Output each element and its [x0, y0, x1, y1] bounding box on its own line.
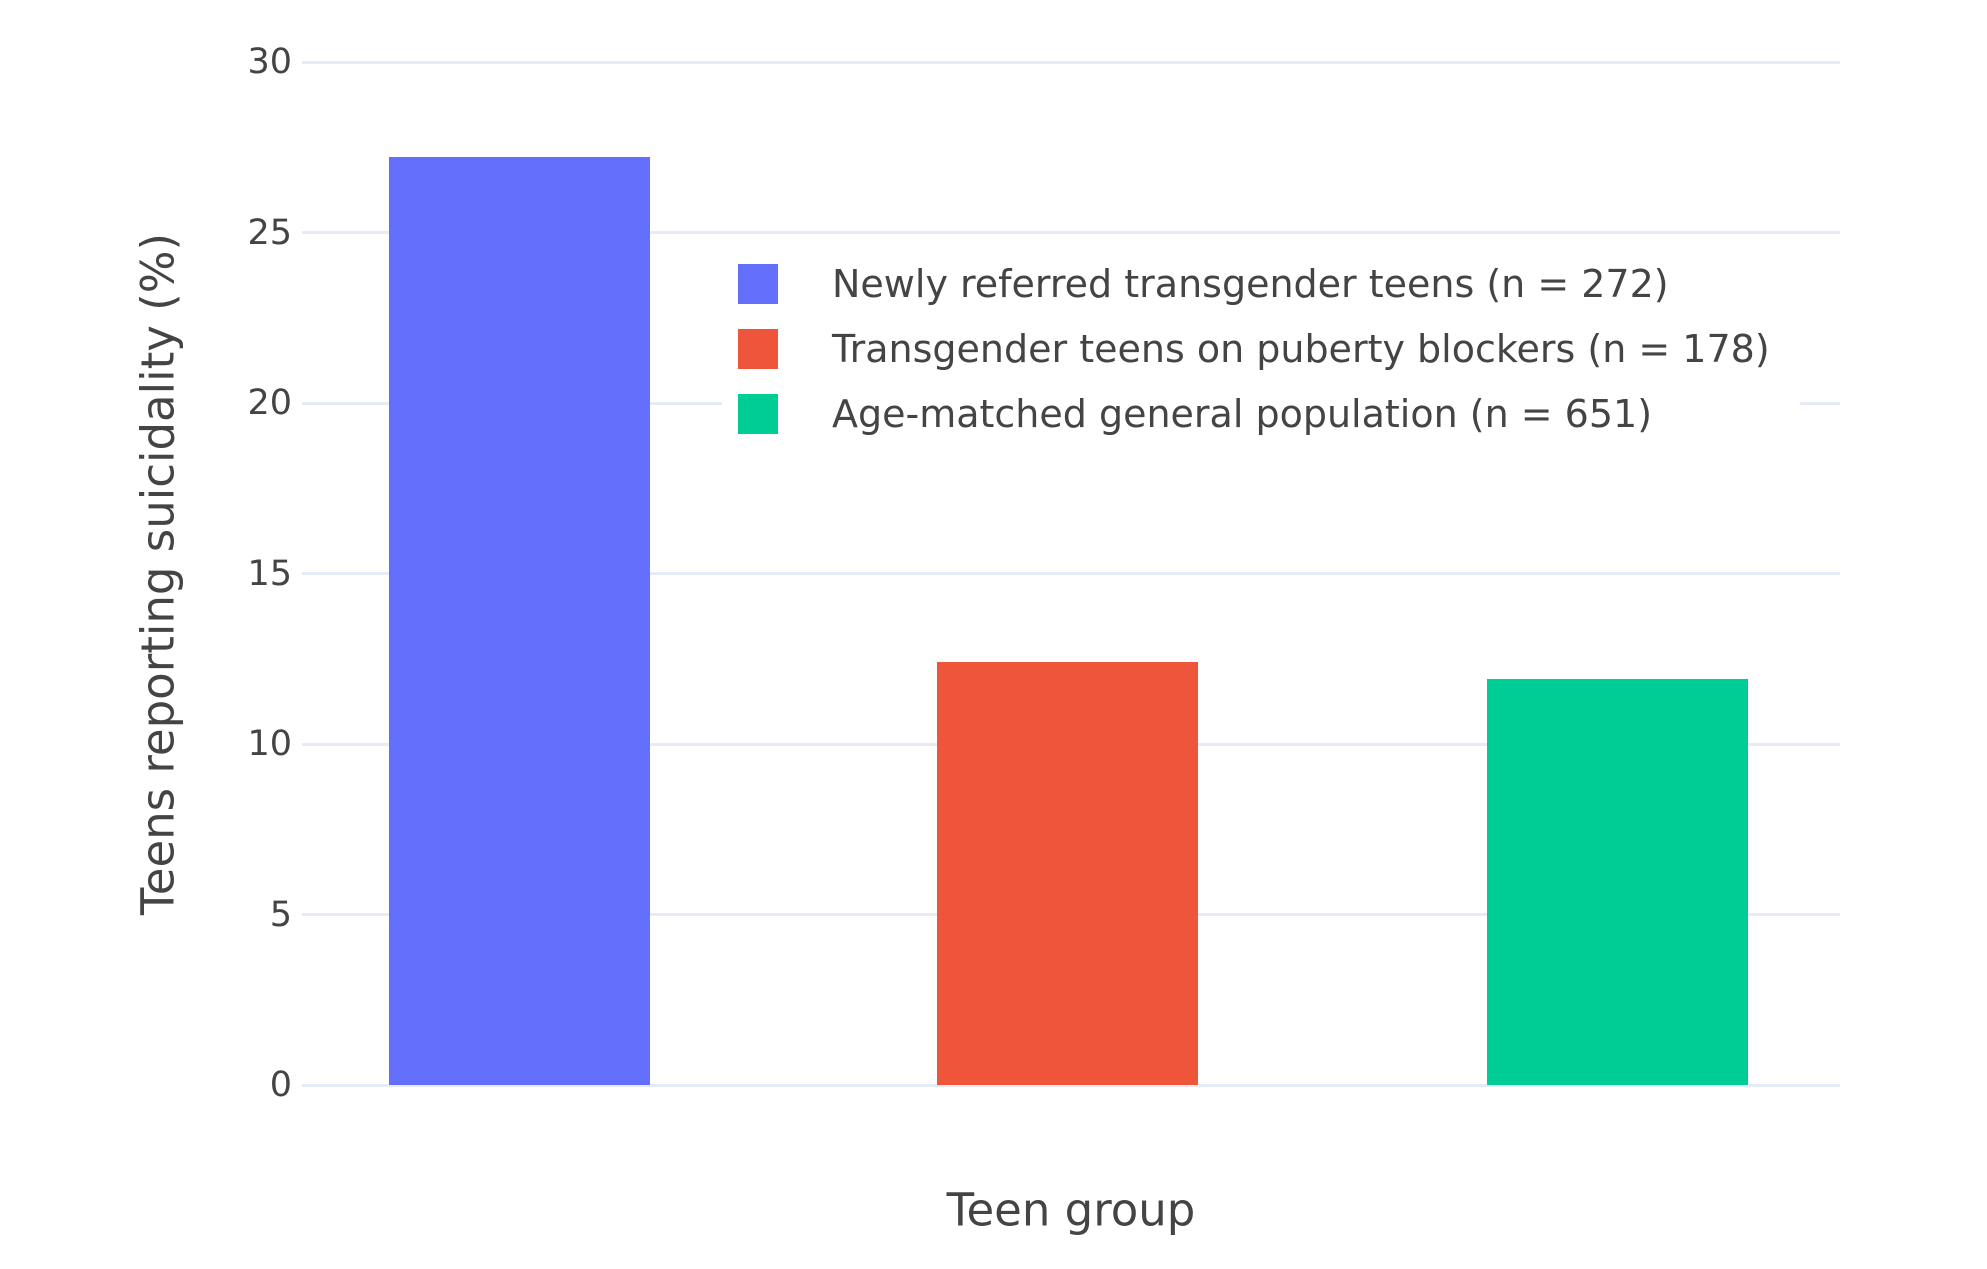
plot-area — [302, 60, 1840, 1087]
bar-3 — [1487, 679, 1748, 1085]
legend-item-1[interactable]: Newly referred transgender teens (n = 27… — [738, 251, 1770, 316]
legend-label: Newly referred transgender teens (n = 27… — [832, 261, 1669, 306]
y-tick-label-10: 10 — [247, 724, 292, 764]
gridline-30 — [302, 60, 1840, 64]
legend-label: Transgender teens on puberty blockers (n… — [832, 326, 1770, 371]
y-tick-label-15: 15 — [247, 553, 292, 594]
legend-item-2[interactable]: Transgender teens on puberty blockers (n… — [738, 316, 1770, 381]
gridline-0 — [302, 1083, 1840, 1087]
y-tick-label-20: 20 — [247, 383, 292, 423]
gridline-15 — [302, 572, 1840, 575]
y-tick-label-30: 30 — [247, 42, 292, 82]
legend: Newly referred transgender teens (n = 27… — [722, 243, 1800, 454]
bar-1 — [389, 157, 650, 1085]
y-tick-label-0: 0 — [269, 1065, 292, 1105]
legend-swatch-icon — [738, 263, 778, 304]
gridline-25 — [302, 231, 1840, 234]
bar-2 — [937, 662, 1198, 1085]
y-tick-label-25: 25 — [247, 212, 292, 253]
legend-item-3[interactable]: Age-matched general population (n = 651) — [738, 381, 1770, 446]
legend-swatch-icon — [738, 393, 778, 434]
legend-swatch-icon — [738, 328, 778, 369]
x-axis-title: Teen group — [946, 1183, 1196, 1237]
legend-label: Age-matched general population (n = 651) — [832, 391, 1653, 436]
y-tick-label-5: 5 — [269, 894, 292, 935]
